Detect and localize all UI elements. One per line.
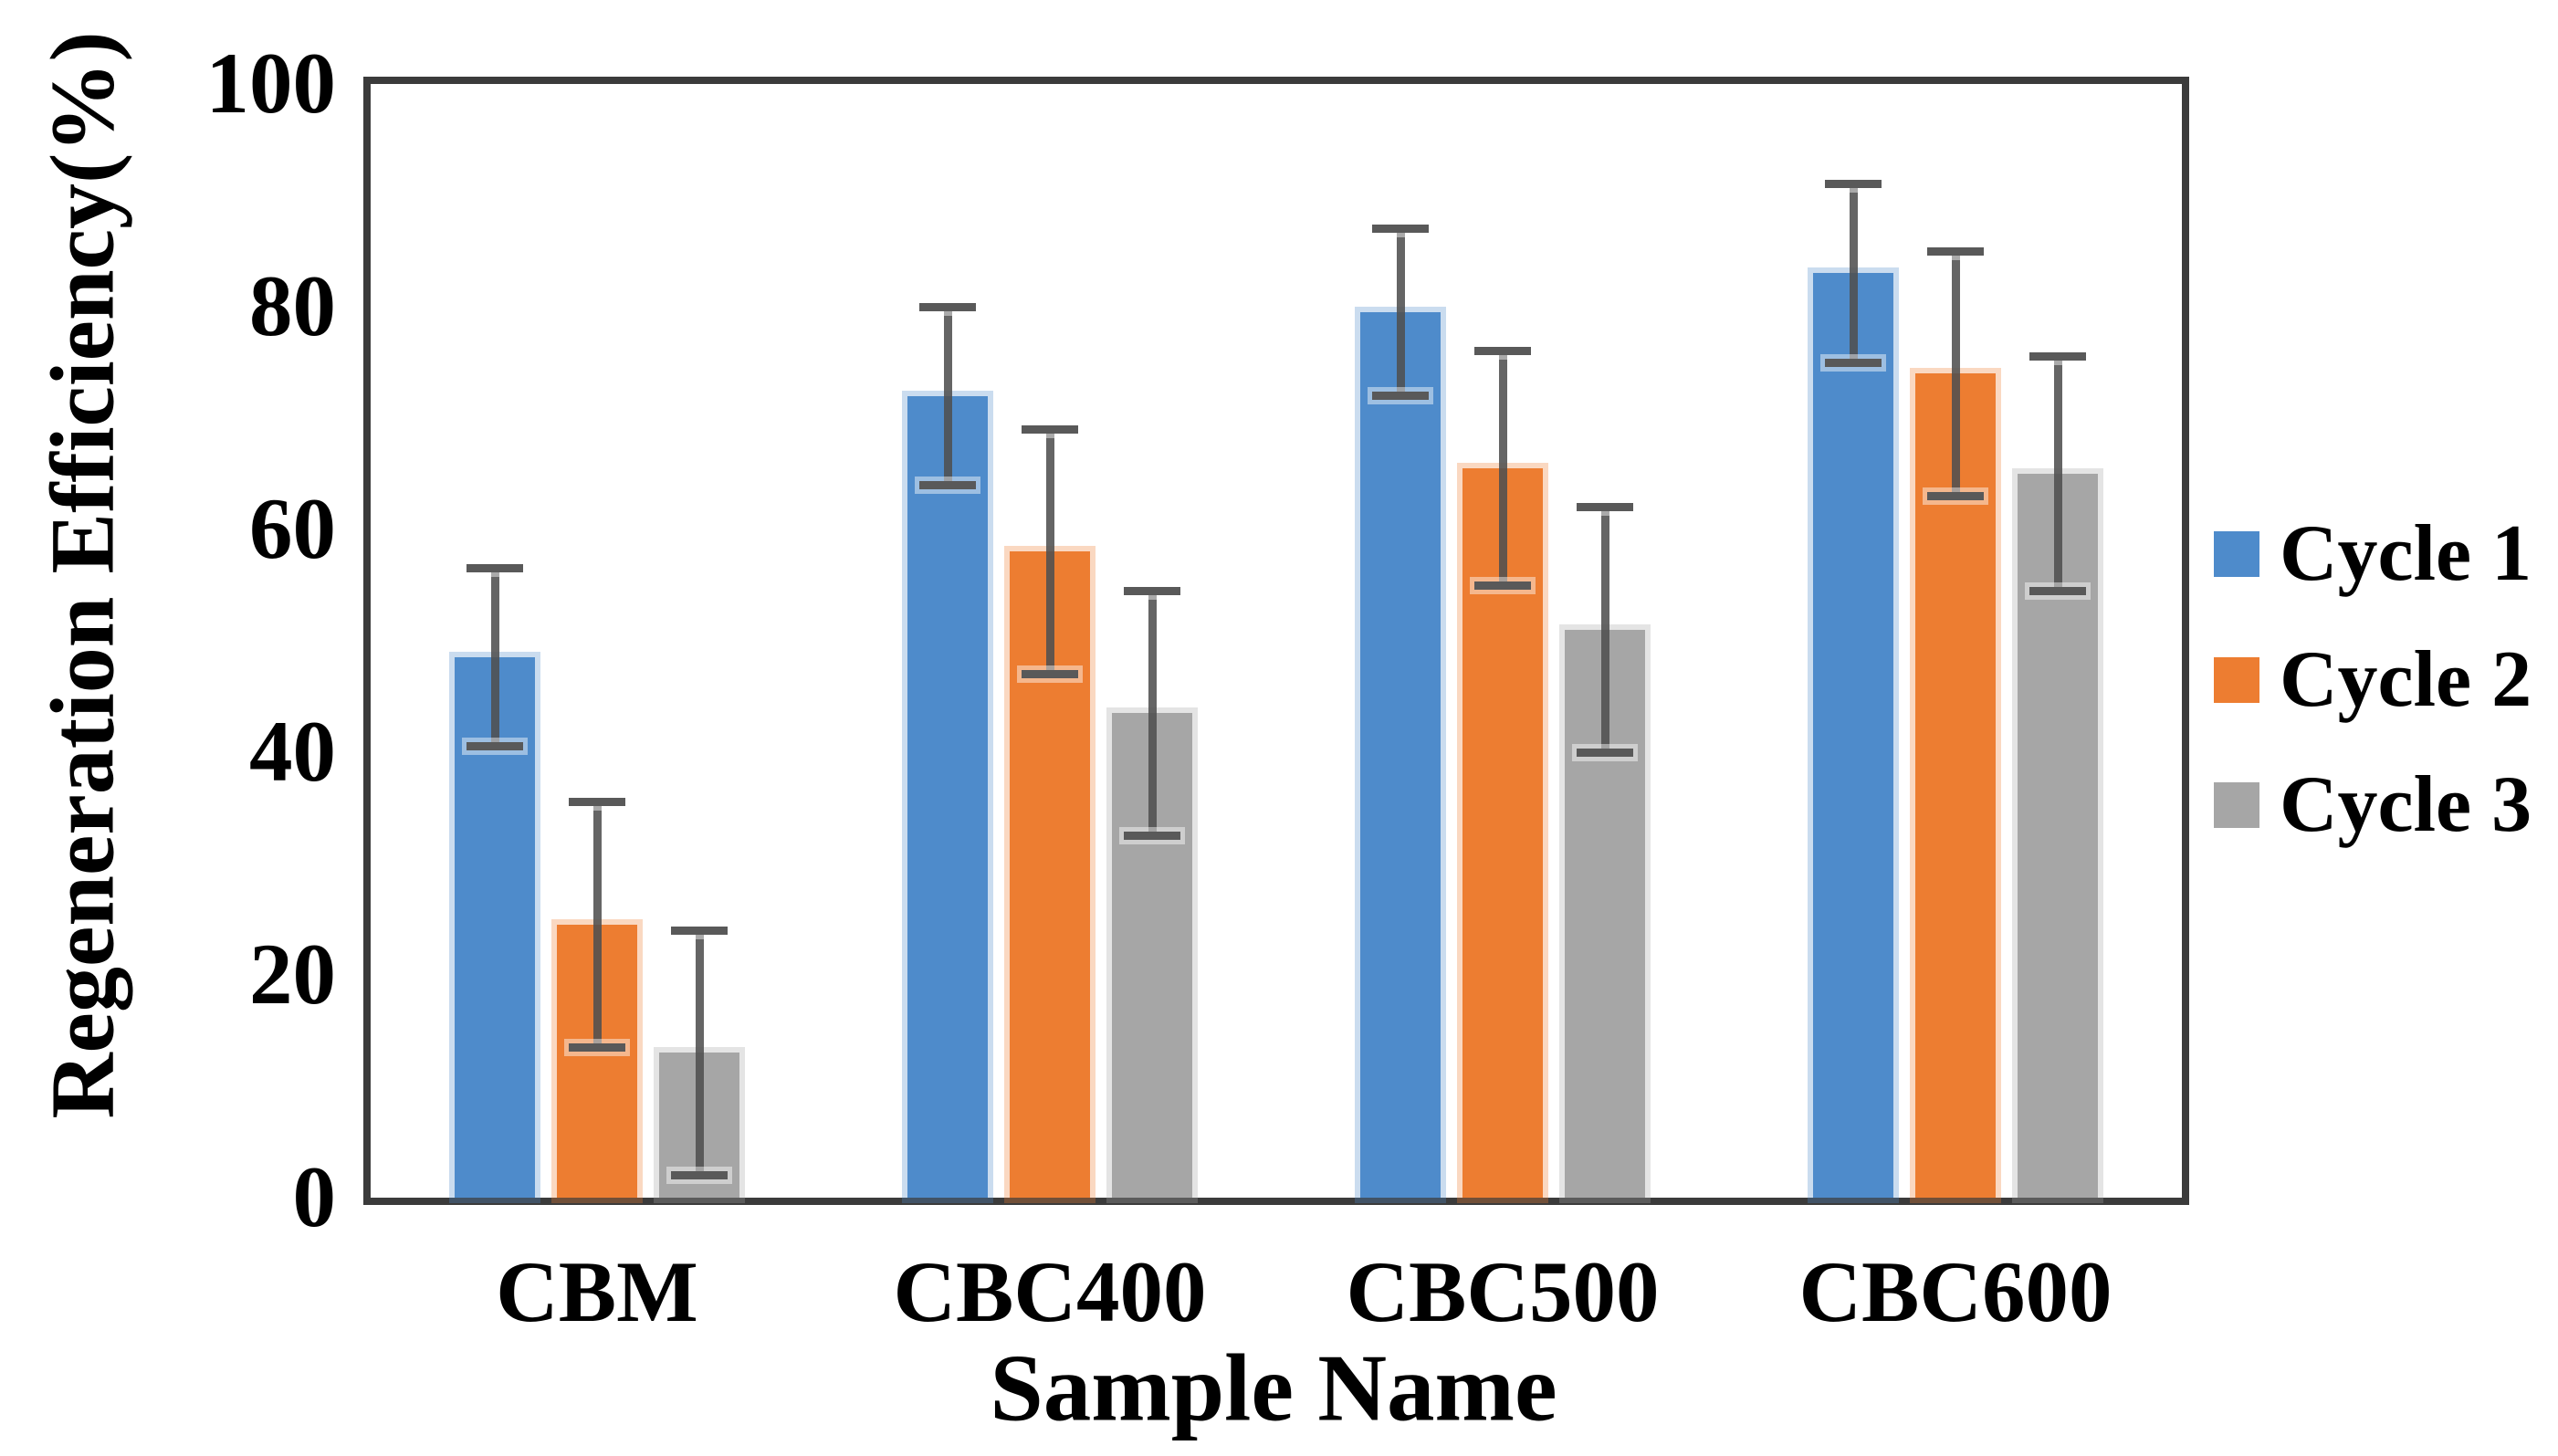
y-tick-label: 0 — [292, 1148, 337, 1245]
legend-item-cycle3: Cycle 3 — [2214, 765, 2532, 845]
error-bar-cap-bottom — [1825, 358, 1882, 367]
error-bar-cap-bottom — [1474, 581, 1531, 590]
x-tick-label: CBC500 — [1346, 1243, 1660, 1340]
bar-cycle2-cbc600 — [1910, 368, 2001, 1203]
error-bar-cap-top — [671, 926, 728, 935]
error-bar-cap-top — [1474, 347, 1531, 356]
error-bar — [1849, 183, 1858, 362]
x-tick-label: CBM — [496, 1243, 698, 1340]
error-bar-cap-top — [919, 302, 976, 311]
error-bar-cap-top — [1577, 503, 1633, 512]
legend-label: Cycle 3 — [2280, 760, 2532, 849]
error-bar — [592, 801, 602, 1048]
error-bar-cap-top — [2029, 352, 2086, 361]
error-bar-cap-top — [569, 798, 625, 807]
error-bar — [1600, 507, 1609, 752]
legend-swatch — [2214, 782, 2259, 828]
error-bar-cap-bottom — [1927, 491, 1984, 500]
error-bar — [1951, 251, 1960, 497]
legend-swatch — [2214, 531, 2259, 577]
error-bar — [1396, 228, 1405, 396]
legend-item-cycle2: Cycle 2 — [2214, 634, 2532, 724]
legend-label: Cycle 2 — [2280, 634, 2532, 724]
error-bar-cap-bottom — [1372, 392, 1429, 401]
error-bar-cap-bottom — [467, 742, 523, 751]
bar-cycle1-cbc400 — [902, 390, 993, 1203]
error-bar-cap-top — [1927, 246, 1984, 256]
bar-cycle1-cbc600 — [1808, 267, 1899, 1203]
y-tick-label: 80 — [249, 257, 336, 354]
error-bar-cap-bottom — [919, 480, 976, 489]
bar-cycle2-cbc500 — [1457, 462, 1548, 1203]
error-bar-cap-top — [1825, 180, 1882, 189]
error-bar — [490, 568, 499, 747]
error-bar-cap-bottom — [1022, 670, 1078, 679]
x-axis-title: Sample Name — [990, 1334, 1557, 1441]
error-bar-cap-top — [1372, 225, 1429, 234]
y-tick-label: 40 — [249, 703, 336, 800]
bar-cycle1-cbc500 — [1355, 307, 1446, 1203]
error-bar — [1498, 351, 1507, 585]
legend-swatch — [2214, 656, 2259, 703]
x-tick-label: CBC400 — [893, 1243, 1207, 1340]
error-bar-cap-bottom — [671, 1171, 728, 1180]
y-tick-label: 100 — [205, 35, 337, 131]
error-bar-cap-top — [1022, 424, 1078, 434]
error-bar — [943, 307, 952, 486]
error-bar — [695, 930, 704, 1176]
error-bar — [1148, 591, 1157, 836]
legend-item-cycle1: Cycle 1 — [2214, 514, 2532, 594]
y-axis-title: Regeneration Efficiency(%) — [31, 31, 133, 1119]
legend-label: Cycle 1 — [2280, 509, 2532, 598]
error-bar-cap-bottom — [1124, 832, 1180, 840]
x-tick-label: CBC600 — [1798, 1243, 2112, 1340]
error-bar — [2053, 356, 2062, 592]
error-bar-cap-bottom — [2029, 586, 2086, 595]
error-bar-cap-bottom — [1577, 748, 1633, 757]
y-tick-label: 60 — [249, 480, 336, 577]
error-bar — [1045, 429, 1054, 675]
error-bar-cap-top — [467, 564, 523, 573]
y-tick-label: 20 — [249, 926, 336, 1022]
error-bar-cap-top — [1124, 586, 1180, 595]
error-bar-cap-bottom — [569, 1042, 625, 1052]
